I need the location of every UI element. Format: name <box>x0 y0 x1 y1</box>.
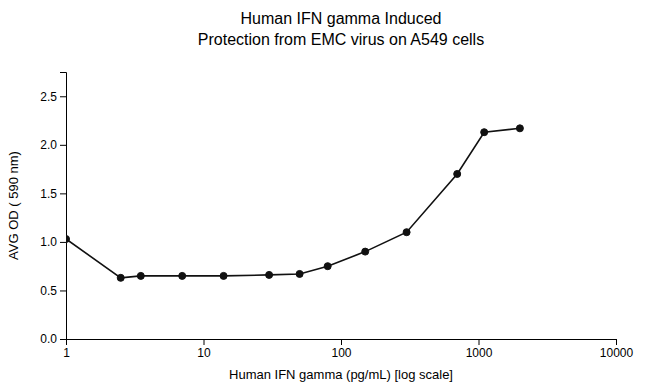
y-tick-label: 1.5 <box>40 187 57 201</box>
x-tick: 10 <box>197 339 211 360</box>
point <box>179 272 186 279</box>
point <box>481 129 488 136</box>
y-tick-mark <box>60 339 66 340</box>
x-tick-mark <box>479 339 480 345</box>
y-tick: 2.5 <box>40 90 66 104</box>
chart: 1 10 100 1000 10000 0.0 0.5 1.0 1.5 2.0 2.5 Human I… <box>0 0 650 391</box>
y-tick-mark <box>60 242 66 243</box>
y-tick-mark <box>60 290 66 291</box>
point <box>137 272 144 279</box>
x-tick: 10000 <box>600 339 634 360</box>
y-tick: 1.0 <box>40 235 66 249</box>
x-tick: 1 <box>63 339 70 360</box>
x-tick: 100 <box>331 339 351 360</box>
y-tick-mark <box>60 96 66 97</box>
x-tick-mark <box>616 339 617 345</box>
point <box>66 235 70 242</box>
point <box>454 170 461 177</box>
y-tick-label: 2.0 <box>40 138 57 152</box>
y-tick-label: 0.0 <box>40 332 57 346</box>
y-axis: 0.0 0.5 1.0 1.5 2.0 2.5 <box>40 73 66 347</box>
point <box>362 248 369 255</box>
y-tick: 2.0 <box>40 138 66 152</box>
y-tick-mark <box>60 145 66 146</box>
point <box>296 270 303 277</box>
y-tick-label: 1.0 <box>40 235 57 249</box>
y-tick-label: 0.5 <box>40 284 57 298</box>
title-line: Human IFN gamma Induced <box>241 10 442 27</box>
x-tick-mark <box>204 339 205 345</box>
point <box>266 271 273 278</box>
y-axis-line <box>60 73 67 340</box>
x-tick-label: 10000 <box>600 346 634 360</box>
x-axis-line <box>67 340 617 346</box>
x-tick-label: 1 <box>63 346 70 360</box>
point <box>220 272 227 279</box>
point <box>324 263 331 270</box>
x-tick-label: 10 <box>197 346 211 360</box>
point <box>403 229 410 236</box>
line <box>66 128 520 278</box>
y-tick: 1.5 <box>40 187 66 201</box>
y-tick: 0.0 <box>40 332 66 346</box>
y-tick: 0.5 <box>40 284 66 298</box>
series <box>66 125 523 282</box>
title: Human IFN gamma Induced Protection from E… <box>198 10 484 48</box>
point <box>117 274 124 281</box>
plot: 1 10 100 1000 10000 0.0 0.5 1.0 1.5 2.0 2.5 <box>40 73 633 360</box>
y-tick-mark <box>60 193 66 194</box>
x-tick-label: 100 <box>331 346 351 360</box>
y-tick-label: 2.5 <box>40 90 57 104</box>
x-axis: 1 10 100 1000 10000 <box>63 339 633 360</box>
x-tick: 1000 <box>466 339 493 360</box>
title-line: Protection from EMC virus on A549 cells <box>198 31 484 48</box>
x-tick-mark <box>341 339 342 345</box>
x-axis-title: Human IFN gamma (pg/mL) [log scale] <box>229 367 453 382</box>
y-axis-title: AVG OD ( 590 nm) <box>6 151 21 260</box>
point <box>516 125 523 132</box>
x-tick-label: 1000 <box>466 346 493 360</box>
